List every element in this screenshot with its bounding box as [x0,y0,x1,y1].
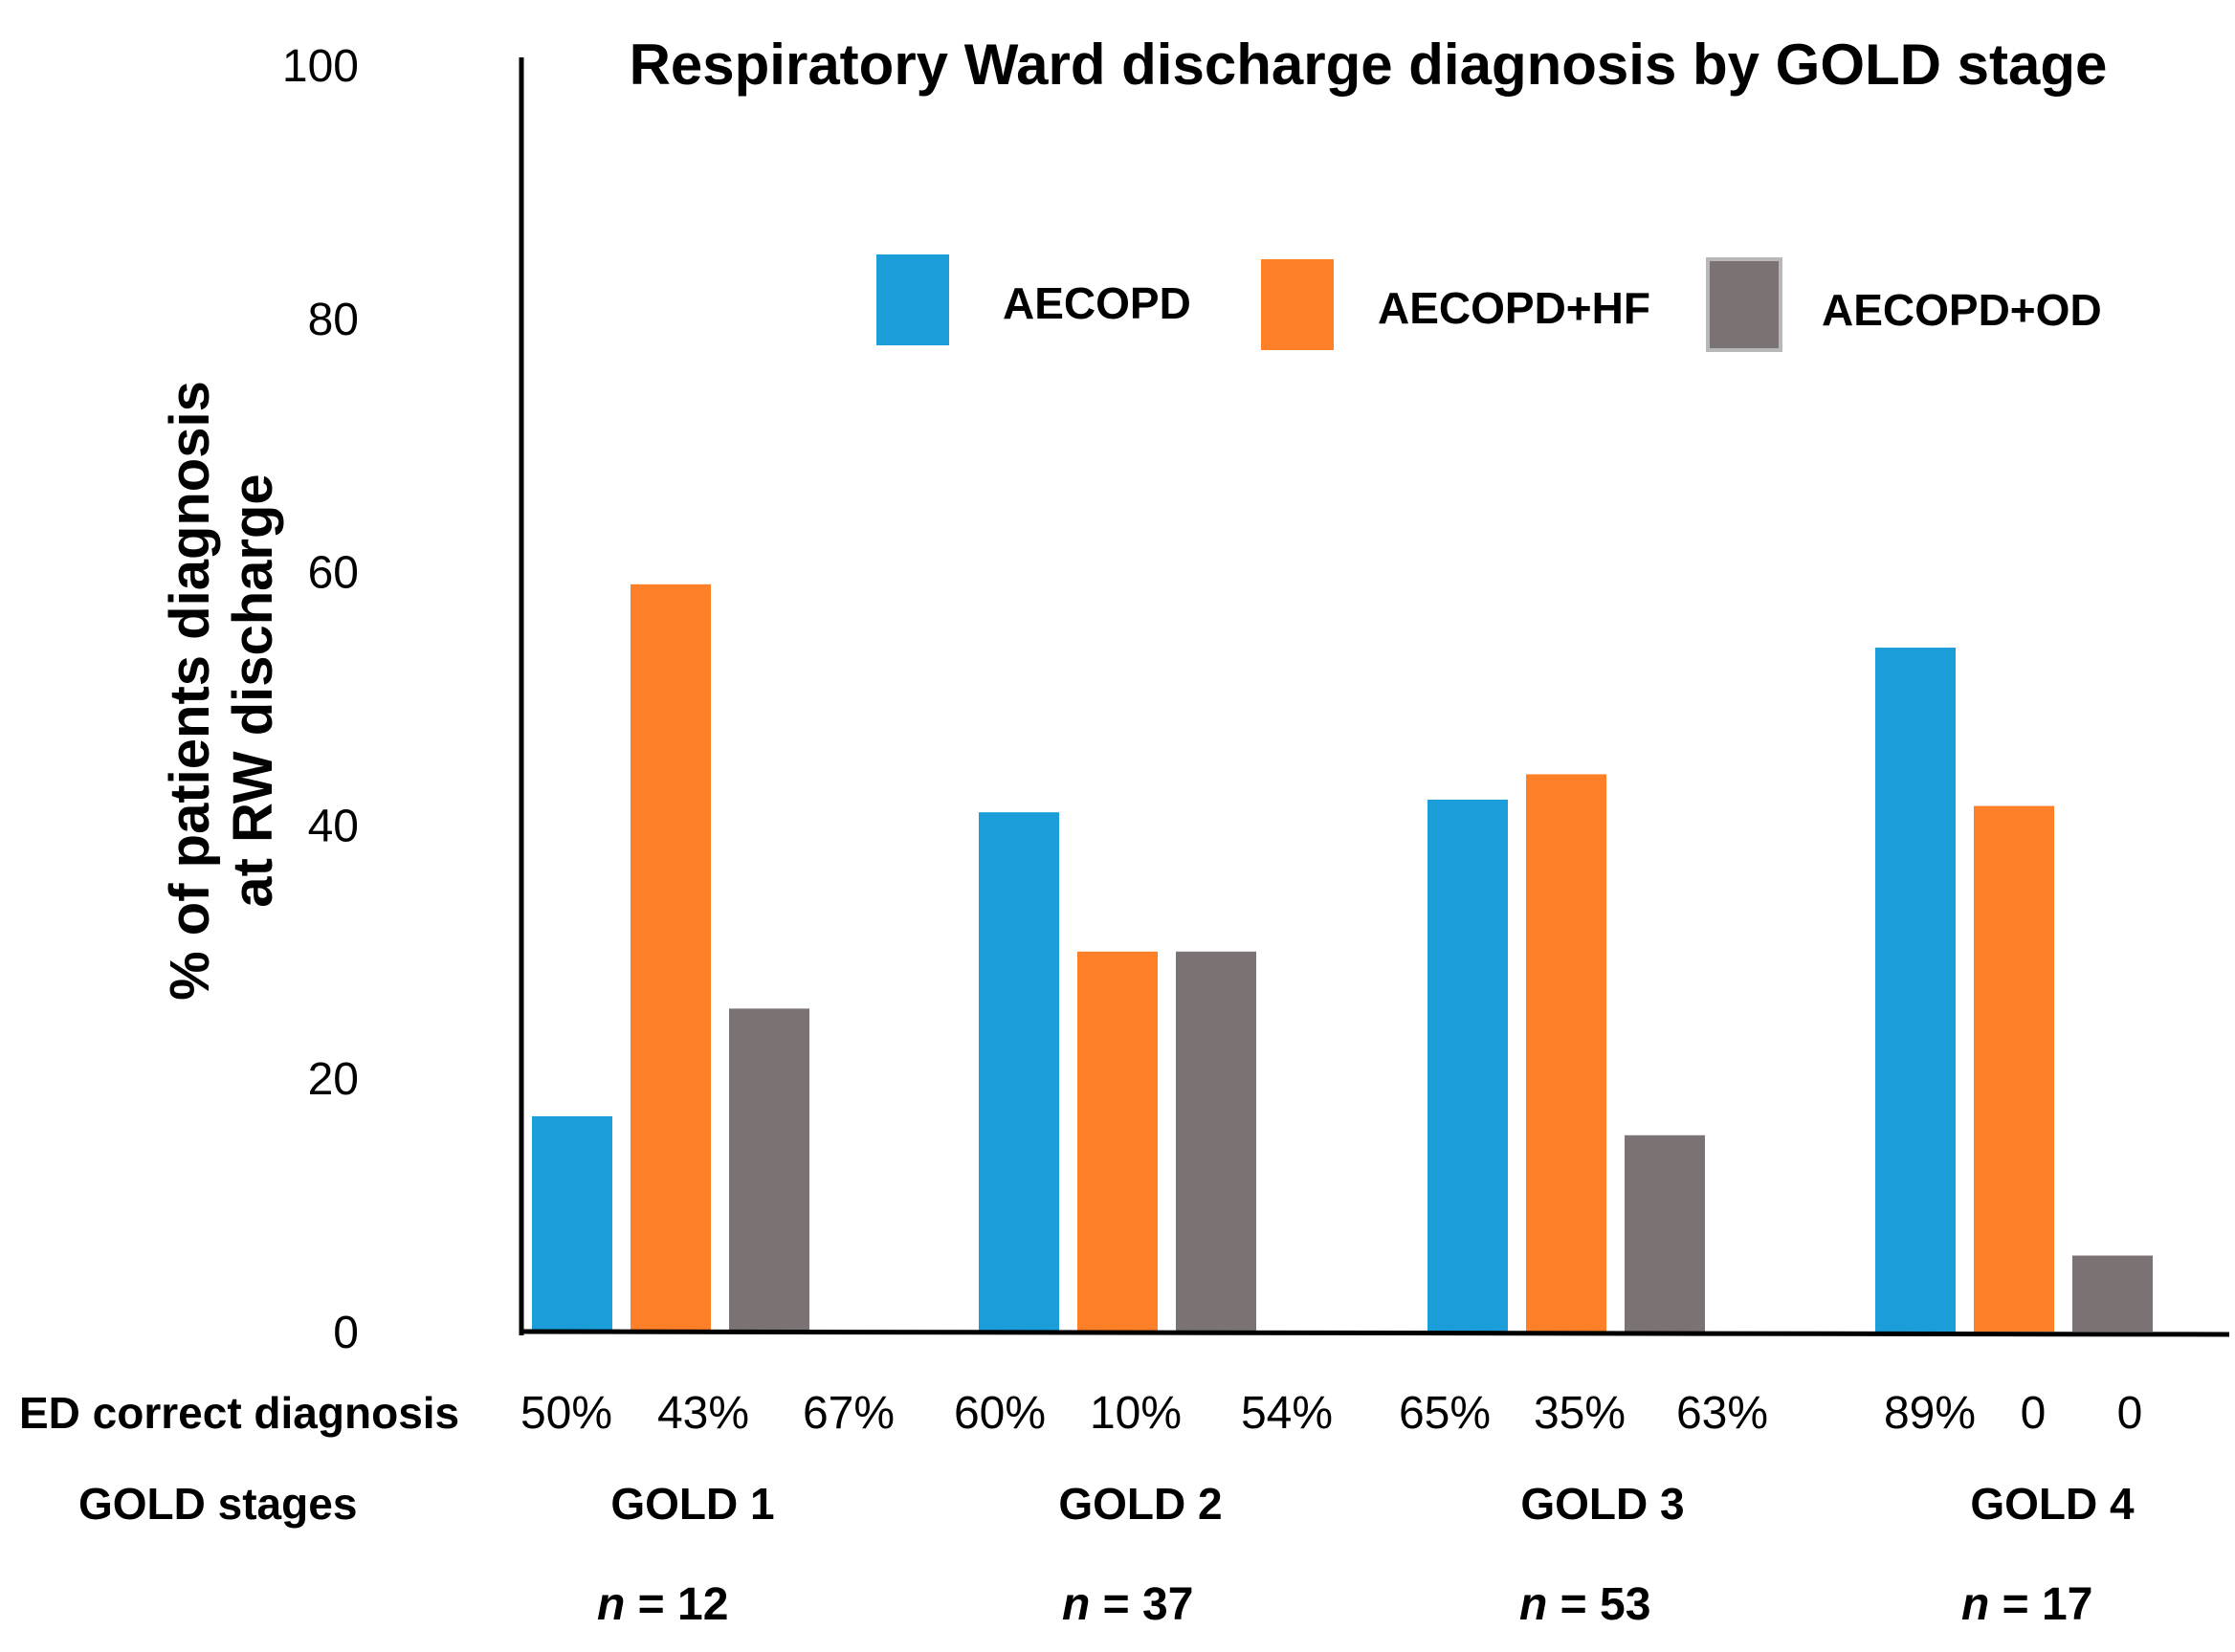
legend-label-aecopd: AECOPD [1003,278,1191,328]
y-tick-label-0: 0 [333,1308,359,1358]
category-label-gold-4: GOLD 4 [1970,1479,2135,1529]
category-label-gold-3: GOLD 3 [1520,1479,1684,1529]
bar-aecopd-od-gold-4 [2072,1255,2153,1332]
y-tick-label-80: 80 [308,295,359,345]
x-axis-line [519,1329,2230,1337]
n-count-4: n = 17 [1961,1579,2092,1630]
ed-value-gold-1-2: 43% [657,1388,749,1439]
n-value: = 17 [1989,1579,2092,1630]
n-count-1: n = 12 [597,1579,728,1630]
y-axis-label: % of patients diagnosisat RW discharge [159,381,284,1001]
bar-aecopd-gold-4 [1875,648,1956,1332]
ed-value-gold-3-2: 35% [1534,1388,1626,1439]
gold-row-label: GOLD stages [78,1479,357,1529]
bar-aecopd-gold-1 [532,1115,612,1332]
category-label-gold-1: GOLD 1 [610,1479,774,1529]
chart-title: Respiratory Ward discharge diagnosis by … [630,33,2108,97]
bar-aecopd-od-gold-3 [1625,1134,1705,1332]
n-symbol: n [1519,1579,1547,1630]
legend-swatch-aecopd-od [1706,257,1782,352]
n-symbol: n [1961,1579,1989,1630]
bar-aecopd-od-gold-1 [729,1008,809,1332]
y-tick-label-60: 60 [308,548,359,599]
y-tick-label-20: 20 [308,1054,359,1105]
ed-value-gold-3-3: 63% [1676,1388,1768,1439]
ed-row-label: ED correct diagnosis [19,1388,459,1438]
y-tick-label-40: 40 [308,801,359,851]
y-axis-label-line-1: % of patients diagnosis [159,381,221,1001]
bar-aecopd-gold-3 [1427,799,1508,1332]
n-value: = 37 [1090,1579,1193,1630]
bar-aecopd-hf-gold-2 [1077,951,1158,1332]
ed-value-gold-4-2: 0 [2021,1388,2047,1439]
bar-aecopd-od-gold-2 [1176,951,1256,1332]
legend-label-aecopd-hf: AECOPD+HF [1378,283,1650,333]
category-label-gold-2: GOLD 2 [1058,1479,1222,1529]
bar-aecopd-hf-gold-3 [1526,774,1606,1332]
n-count-3: n = 53 [1519,1579,1650,1630]
ed-value-gold-4-1: 89% [1884,1388,1976,1439]
ed-value-gold-4-3: 0 [2117,1388,2143,1439]
n-count-2: n = 37 [1062,1579,1193,1630]
ed-value-gold-2-1: 60% [954,1388,1046,1439]
ed-value-gold-2-3: 54% [1241,1388,1333,1439]
ed-value-gold-2-2: 10% [1090,1388,1182,1439]
bar-aecopd-hf-gold-4 [1974,805,2054,1332]
y-axis-label-line-2: at RW discharge [222,474,284,907]
ed-value-gold-1-1: 50% [520,1388,612,1439]
legend-swatch-aecopd-hf [1261,259,1334,350]
ed-value-gold-3-1: 65% [1399,1388,1491,1439]
legend-label-aecopd-od: AECOPD+OD [1822,285,2102,335]
y-tick-label-100: 100 [282,41,359,92]
bar-aecopd-hf-gold-1 [631,584,711,1332]
n-value: = 12 [625,1579,728,1630]
legend-swatch-aecopd [876,254,949,345]
bar-aecopd-gold-2 [979,812,1059,1332]
ed-value-gold-1-3: 67% [803,1388,895,1439]
n-value: = 53 [1547,1579,1650,1630]
n-symbol: n [1062,1579,1090,1630]
n-symbol: n [597,1579,625,1630]
